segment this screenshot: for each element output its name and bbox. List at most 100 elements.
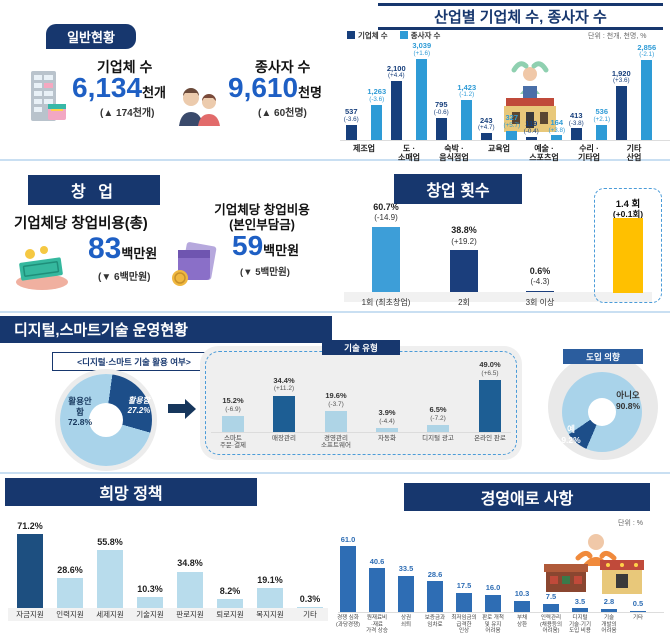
bar-category: 기타 산업 [626, 144, 642, 163]
bar-cell: 0.5 [623, 528, 653, 612]
bar [416, 58, 428, 140]
bar [345, 124, 357, 140]
bar-group: 10.3 [507, 528, 537, 612]
tech-type-title: 기술 유형 [322, 340, 400, 355]
bar [570, 128, 582, 140]
bar-value: 10.3 [514, 589, 530, 599]
market-stall-illustration [538, 532, 648, 603]
bar [450, 250, 478, 292]
bar-group: 16.0 [478, 528, 508, 612]
bar-value: 1,920 [611, 68, 631, 78]
bar-cell: 1,423 (-1.2) [456, 42, 479, 140]
bar-change: (+6.5) [481, 369, 499, 377]
biz-count-change: (▲ 174천개) [100, 108, 155, 119]
usage-no-label: 활용안 함 72.8% [67, 396, 93, 428]
bar [526, 291, 554, 292]
bar-cell: 61.0 [333, 528, 363, 612]
bar-category: 2회 [458, 298, 470, 307]
bar-cell: 10.3% [130, 515, 170, 608]
bar-value: 49.0% [479, 360, 501, 370]
bar [543, 603, 559, 612]
bar-value: 60.7% [373, 201, 399, 212]
bar-cell: 2,100 (+4.4) [385, 42, 408, 140]
bar-value: 40.6 [369, 556, 385, 566]
baseline [211, 432, 511, 433]
bar [398, 575, 414, 612]
bar-change: (-4.3) [530, 277, 550, 287]
startup-count-title: 창업 횟수 [394, 174, 522, 204]
bar-group: 60.7% (-14.9) [356, 192, 416, 292]
bar-category: 3회 이상 [525, 298, 555, 307]
bar-cell: 33.5 [391, 528, 421, 612]
bar-cell: 1,263 (-3.6) [366, 42, 389, 140]
bar-cell: 38.8% (+19.2) [434, 192, 494, 292]
bar-category: 판로지원 [176, 610, 204, 619]
general-status-badge: 일반현황 [46, 24, 136, 49]
bar [340, 546, 356, 612]
bar-cell: 6.5% (-7.2) [414, 356, 462, 432]
bar-change: (+2.1) [593, 116, 611, 124]
bar [57, 578, 83, 608]
bar-change: (-0.4) [523, 127, 539, 135]
bar-change: (+11.2) [273, 385, 295, 393]
bar-value: 34.4% [273, 375, 295, 385]
bar-group: 34.8% [170, 515, 210, 608]
bar-value: 2,100 [386, 63, 406, 73]
bar-group: 119 (-0.4) 164 (+3.8) [520, 42, 568, 140]
bar-change: (-6.9) [225, 405, 241, 413]
bar-group: 71.2% [10, 515, 50, 608]
bar-value: 7.5 [545, 592, 557, 602]
bar-value: 327 [505, 113, 518, 123]
bar [506, 130, 518, 140]
bar-value: 28.6 [427, 569, 443, 579]
bar-cell: 19.6% (-3.7) [312, 356, 360, 432]
bar-value: 3.9% [378, 408, 396, 418]
bar-change: (-3.6) [369, 95, 385, 103]
bar [461, 100, 473, 140]
bar-value: 17.5 [456, 581, 472, 591]
bar-cell: 3.9% (-4.4) [363, 356, 411, 432]
usage-donut-title: <디지털·스마트 기술 활용 여부> [52, 352, 216, 371]
bar-value: 164 [550, 117, 563, 127]
bar-group: 33.5 [391, 528, 421, 612]
startup-count-baseline [344, 292, 652, 302]
bar-value: 55.8% [97, 536, 123, 547]
bar-value: 61.0 [340, 534, 356, 544]
bar-value: 0.5 [632, 599, 644, 609]
bar-category: 경영관리 소프트웨어 [321, 435, 351, 450]
bar [257, 588, 283, 608]
bar [17, 533, 43, 608]
bar-category: 경쟁 심화 (과당경쟁) [336, 615, 360, 628]
bar-cell: 40.6 [362, 528, 392, 612]
bar-group: 19.6% (-3.7) [312, 356, 360, 432]
bar-cell: 536 (+2.1) [591, 42, 614, 140]
bar-group: 0.5 [623, 528, 653, 612]
bar-value: 34.8% [177, 558, 203, 569]
bar-value: 119 [525, 119, 538, 129]
intent-donut-title: 도입 의향 [563, 349, 643, 364]
bar [372, 227, 400, 292]
startup-cost-total-change: (▼ 6백만원) [98, 272, 151, 283]
bar-value: 536 [595, 107, 608, 117]
bar [325, 411, 347, 432]
bar-category: 도 · 소매업 [397, 144, 421, 163]
bar-value: 8.2% [219, 586, 241, 597]
bar-category: 1회 (최초창업) [361, 298, 411, 307]
bar [376, 427, 398, 432]
bar-cell: 55.8% [90, 515, 130, 608]
bar-change: (-2.1) [639, 51, 655, 59]
bar-cell: 8.2% [210, 515, 250, 608]
bar-cell: 16.0 [478, 528, 508, 612]
bar [514, 600, 530, 612]
tech-type-panel [200, 346, 522, 460]
bar-value: 537 [344, 107, 358, 117]
bar [480, 133, 492, 140]
bar-value: 0.6% [529, 265, 551, 276]
digital-section-title: 디지털,스마트기술 운영현황 [0, 316, 332, 343]
startup-badge: 창 업 [28, 175, 160, 205]
bar [297, 607, 323, 608]
bar-category: 상권 쇠퇴 [400, 615, 412, 628]
bar-group: 6.5% (-7.2) [414, 356, 462, 432]
startup-cost-self-change: (▼ 5백만원) [240, 267, 290, 278]
bar [485, 594, 501, 612]
